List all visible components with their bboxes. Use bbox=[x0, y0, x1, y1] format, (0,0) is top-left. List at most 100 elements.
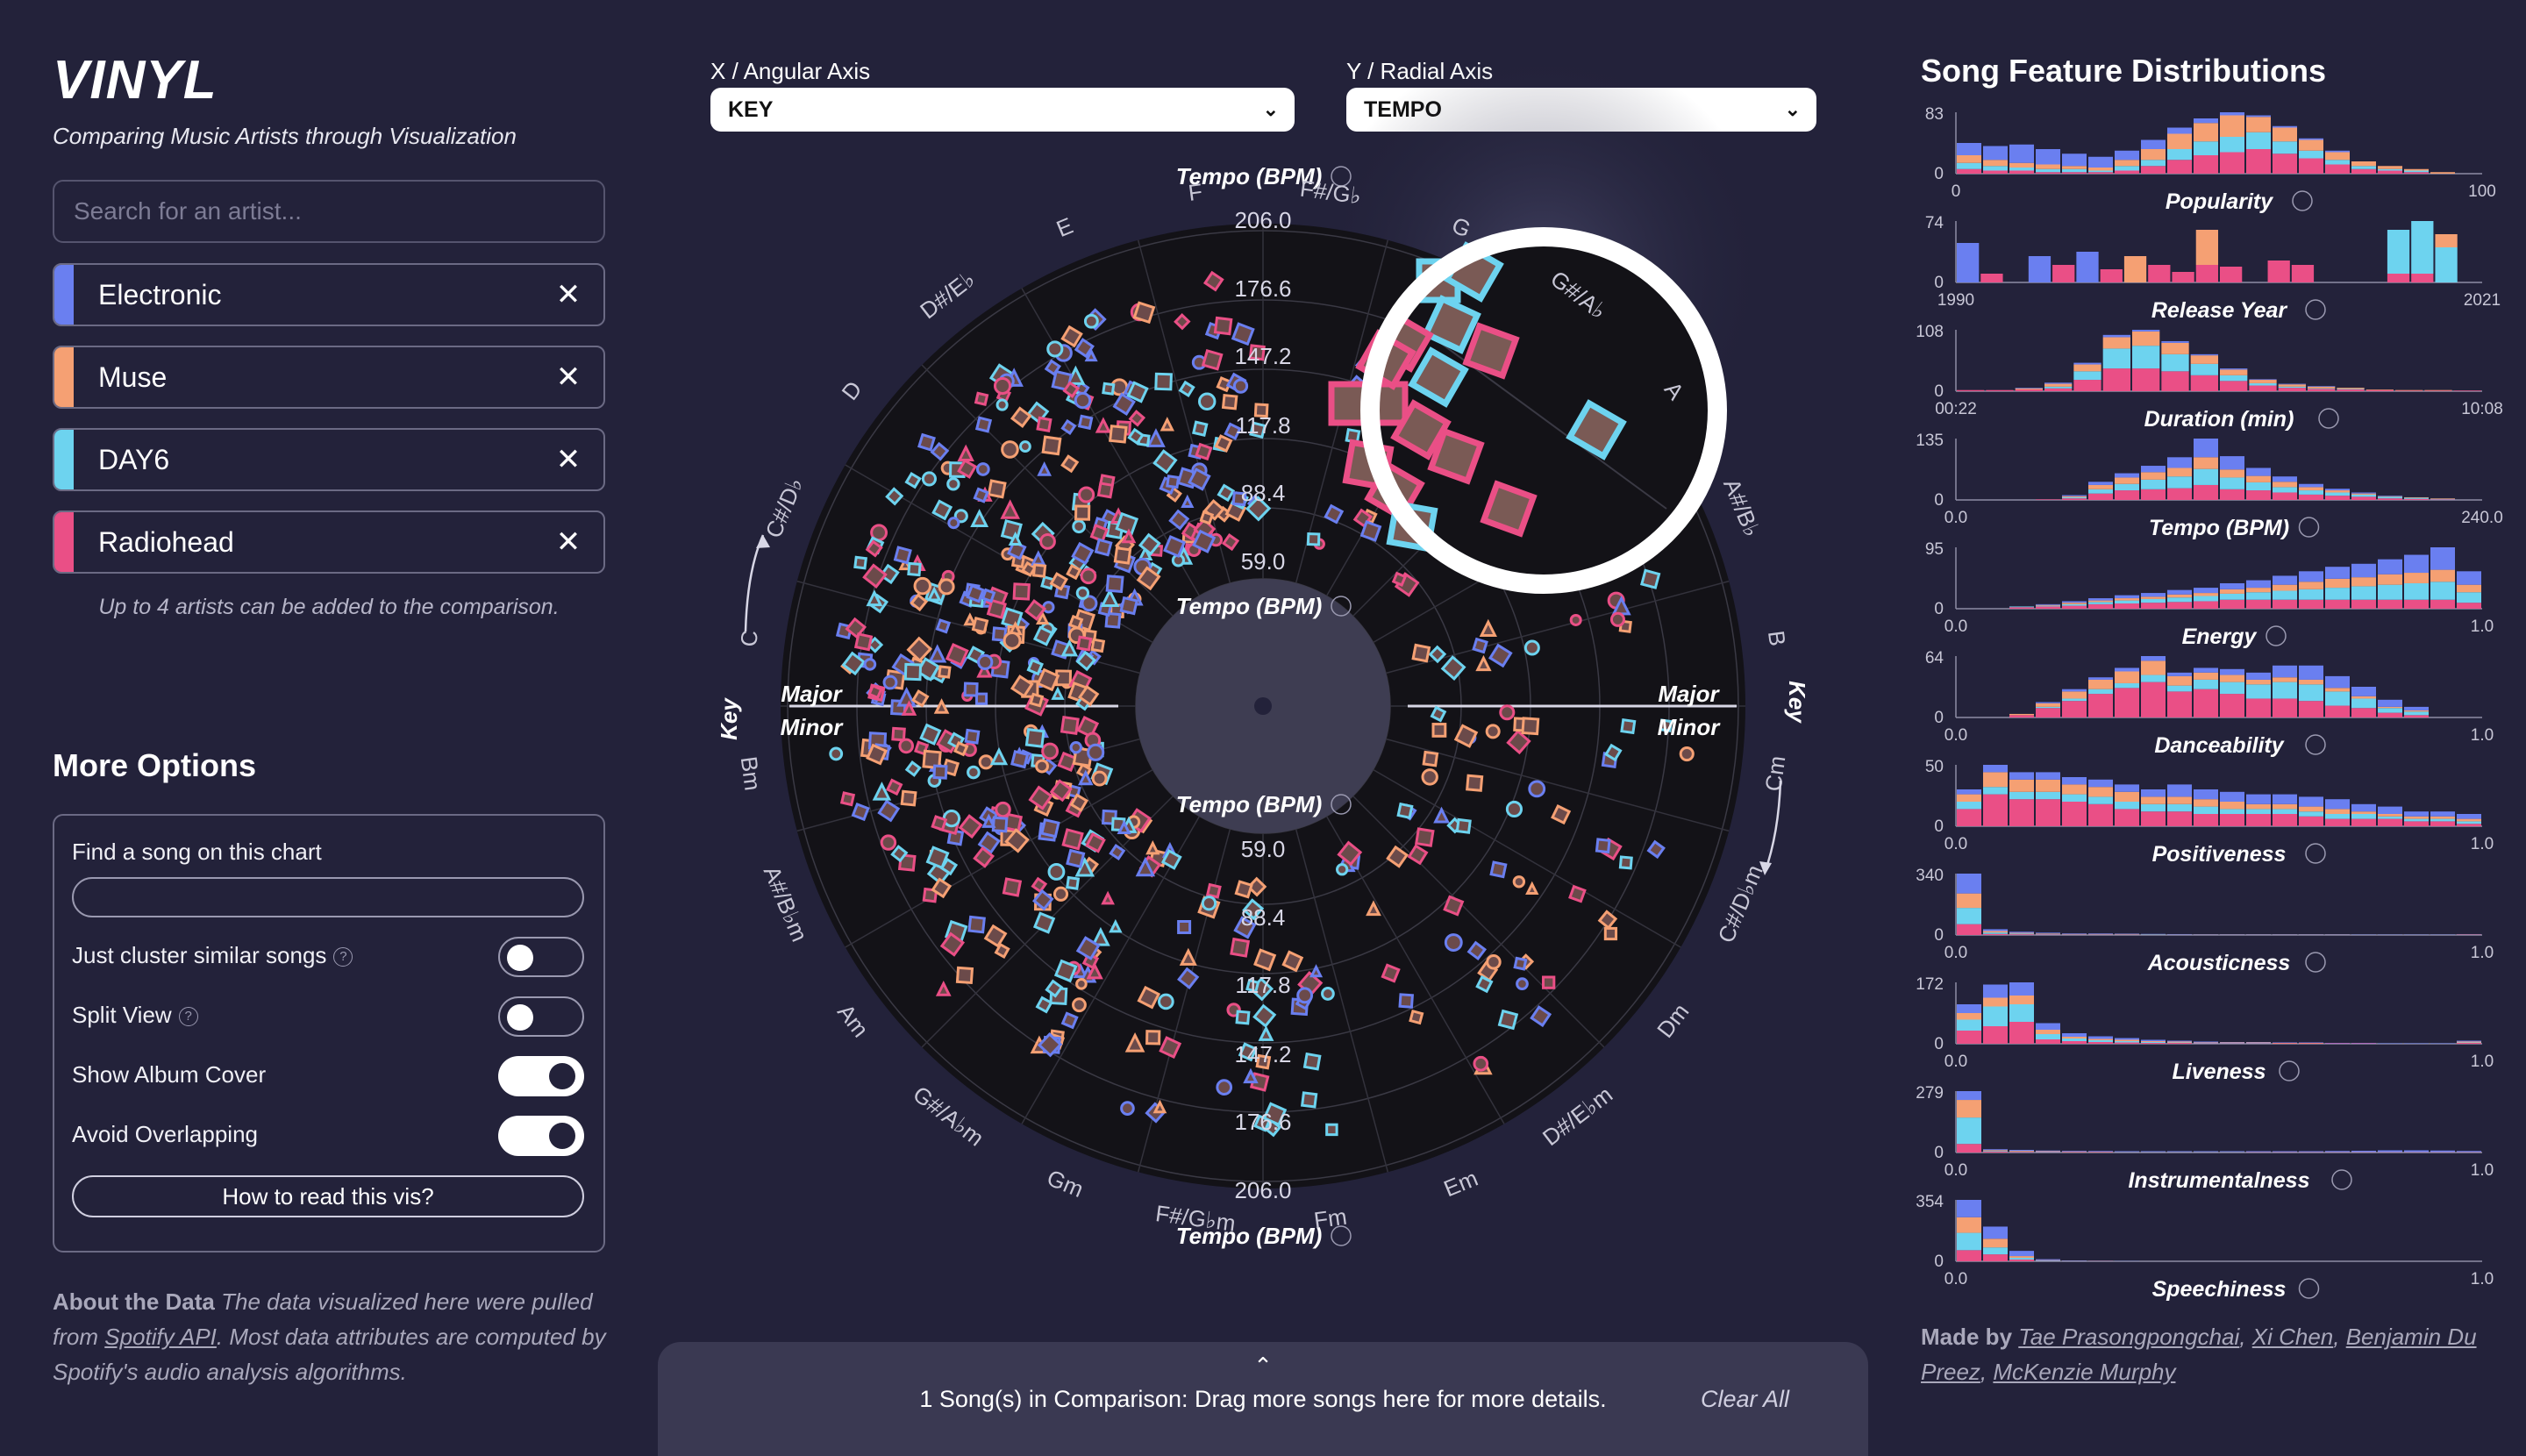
histogram-bar bbox=[2246, 1043, 2271, 1044]
song-mark bbox=[1416, 829, 1433, 846]
histogram-bar bbox=[2194, 667, 2218, 672]
histogram-bar bbox=[2246, 684, 2271, 698]
chevron-up-icon[interactable]: ⌃ bbox=[658, 1353, 1868, 1380]
song-mark bbox=[1043, 744, 1058, 759]
histogram-bar bbox=[2404, 172, 2429, 174]
histogram-bar bbox=[2141, 489, 2166, 500]
histogram-bar bbox=[2167, 134, 2192, 150]
histogram-bar bbox=[2246, 804, 2271, 810]
histogram-bar bbox=[2378, 560, 2402, 575]
histogram-bar bbox=[2115, 683, 2139, 688]
song-mark bbox=[1201, 512, 1212, 524]
histogram-bar bbox=[2167, 1151, 2192, 1152]
histogram-bar bbox=[2062, 497, 2087, 498]
histogram-bar bbox=[2273, 1151, 2297, 1152]
histogram-bar bbox=[2088, 787, 2113, 796]
histogram-bar bbox=[2062, 691, 2087, 698]
histogram-bar bbox=[2220, 814, 2244, 826]
tempo-tick-label: 88.4 bbox=[1241, 904, 1286, 931]
histogram-bar bbox=[2167, 590, 2192, 595]
song-mark bbox=[856, 634, 872, 650]
author-link[interactable]: Tae Prasongpongchai bbox=[2018, 1324, 2239, 1350]
histogram-bar bbox=[2325, 165, 2350, 175]
histogram-bar bbox=[2246, 467, 2271, 475]
song-mark bbox=[1302, 1093, 1317, 1107]
histogram-bar bbox=[2115, 160, 2139, 166]
author-link[interactable]: McKenzie Murphy bbox=[1993, 1359, 2175, 1385]
histogram-bar bbox=[2351, 811, 2376, 814]
song-mark bbox=[967, 586, 983, 602]
histogram-bar bbox=[2132, 332, 2159, 346]
histogram-bar bbox=[2009, 996, 2034, 1004]
song-mark bbox=[1074, 999, 1086, 1011]
clear-all-button[interactable]: Clear All bbox=[1701, 1386, 1789, 1413]
histogram-bar bbox=[2062, 777, 2087, 784]
histogram-bar bbox=[2115, 1043, 2139, 1045]
histogram-bar bbox=[2246, 673, 2271, 680]
tempo-tick-label: 206.0 bbox=[1234, 1177, 1291, 1203]
histogram-bar bbox=[2009, 1022, 2034, 1044]
histogram-bar bbox=[2194, 593, 2218, 596]
author-link[interactable]: Xi Chen bbox=[2252, 1324, 2334, 1350]
histogram-bar bbox=[2273, 591, 2297, 600]
song-mark bbox=[939, 580, 953, 594]
histogram-bar bbox=[2220, 1043, 2244, 1044]
histogram-bar bbox=[2036, 1034, 2060, 1039]
x-max-label: 240.0 bbox=[2461, 509, 2503, 527]
key-label-major: D bbox=[837, 376, 867, 405]
song-mark bbox=[977, 418, 991, 432]
histogram-bar bbox=[2161, 354, 2188, 371]
histogram-bar bbox=[2454, 390, 2481, 391]
histogram-bar bbox=[2246, 476, 2271, 482]
histogram-bar bbox=[2220, 675, 2244, 682]
histogram-bar bbox=[2325, 1043, 2350, 1044]
histogram-bar bbox=[2062, 606, 2087, 609]
histogram-bar bbox=[2404, 715, 2429, 717]
histogram-bar bbox=[2141, 660, 2166, 674]
histogram-bar bbox=[2424, 390, 2451, 391]
histogram-bar bbox=[2273, 128, 2297, 142]
histogram-bar bbox=[2009, 1260, 2034, 1261]
histogram-bar bbox=[2062, 498, 2087, 500]
song-mark bbox=[900, 739, 913, 753]
x-min-label: 0.0 bbox=[1944, 944, 1967, 962]
song-mark bbox=[939, 667, 950, 677]
histogram-bar bbox=[2378, 713, 2402, 717]
spotify-api-link[interactable]: Spotify API bbox=[104, 1324, 217, 1350]
histogram-bar bbox=[2036, 169, 2060, 173]
histogram-bar bbox=[2325, 819, 2350, 826]
histogram-bar bbox=[2273, 153, 2297, 174]
histogram-bar bbox=[2009, 1251, 2034, 1256]
y-max-label: 74 bbox=[1925, 214, 1944, 232]
histogram-bar bbox=[2246, 1151, 2271, 1152]
histogram-bar bbox=[2246, 116, 2271, 118]
comparison-drawer[interactable]: ⌃ 1 Song(s) in Comparison: Drag more son… bbox=[658, 1342, 1868, 1456]
song-mark bbox=[1570, 887, 1585, 902]
histogram-bar bbox=[2167, 489, 2192, 500]
key-label-minor: Bm bbox=[736, 755, 767, 793]
histogram-bar bbox=[2273, 795, 2297, 804]
histogram-bar bbox=[2194, 485, 2218, 500]
song-mark bbox=[1514, 877, 1523, 887]
histogram-bar bbox=[2351, 169, 2376, 174]
song-mark bbox=[1033, 565, 1045, 576]
histogram-bar bbox=[2387, 274, 2409, 282]
song-mark bbox=[1088, 745, 1103, 760]
feature-name: Positiveness bbox=[2152, 842, 2287, 867]
x-min-label: 0.0 bbox=[1944, 1161, 1967, 1180]
histogram-bar bbox=[2088, 1040, 2113, 1042]
histogram-bar bbox=[2404, 817, 2429, 819]
histogram-bar bbox=[2194, 1043, 2218, 1044]
song-mark bbox=[1203, 351, 1222, 369]
histogram-bar bbox=[1957, 789, 1981, 795]
histogram-bar bbox=[2404, 583, 2429, 600]
comparison-message: 1 Song(s) in Comparison: Drag more songs… bbox=[658, 1386, 1868, 1413]
histogram-bar bbox=[2167, 1041, 2192, 1042]
song-mark bbox=[1049, 865, 1064, 880]
histogram-bar bbox=[2220, 375, 2247, 381]
distributions-title: Song Feature Distributions bbox=[1921, 53, 2326, 89]
histogram-bar bbox=[2044, 382, 2072, 383]
